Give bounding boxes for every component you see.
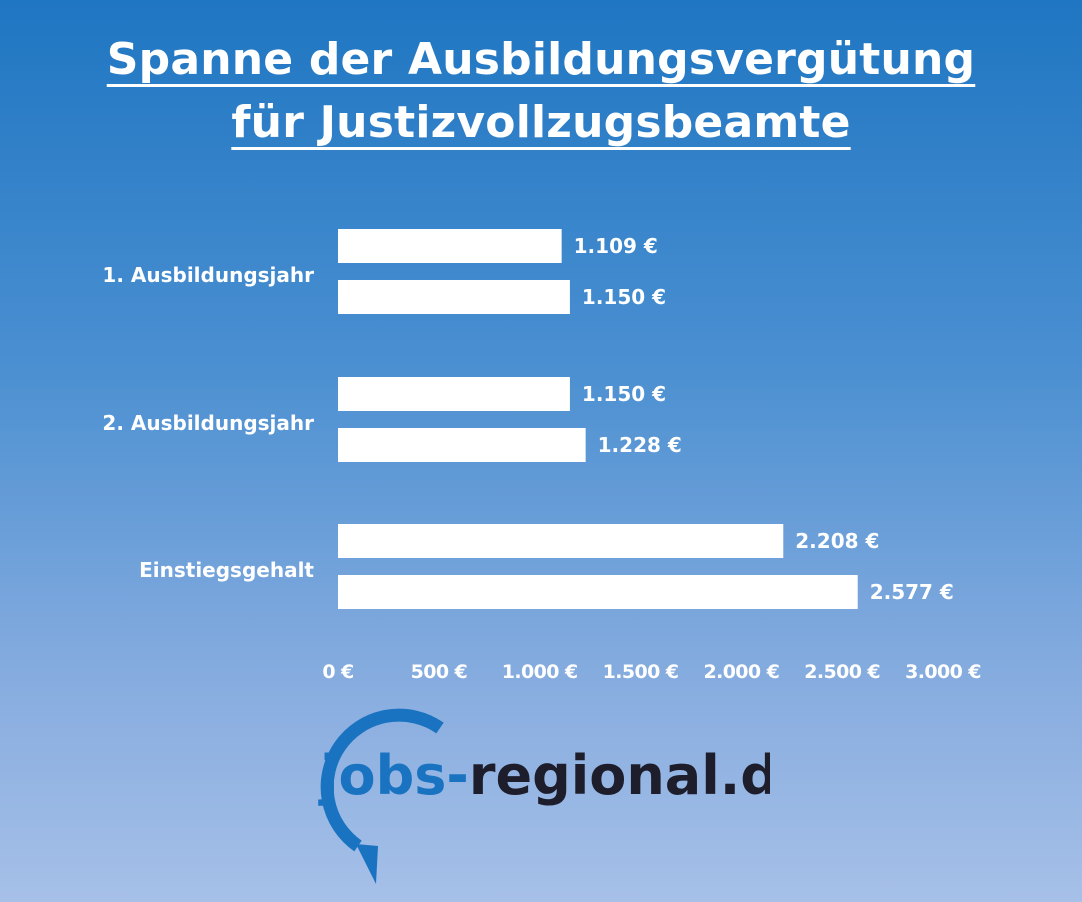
x-tick-label: 1.500 € [603,661,679,683]
bar [338,229,562,263]
x-tick-label: 1.000 € [502,661,578,683]
category-label: 1. Ausbildungsjahr [102,263,314,287]
category-label: Einstiegsgehalt [139,558,314,582]
data-label: 2.208 € [795,529,879,553]
bar [338,524,784,558]
jobs-regional-logo: jobs-regional.de [318,708,770,884]
bar [338,377,570,411]
data-label: 1.150 € [582,285,666,309]
logo-text-regional: regional.de [469,744,770,807]
svg-text:jobs-regional.de: jobs-regional.de [318,744,770,807]
data-label: 1.150 € [582,382,666,406]
x-tick-label: 0 € [322,661,353,683]
bar [338,575,858,609]
data-label: 1.228 € [598,433,682,457]
chart-title-line-1: Spanne der Ausbildungsvergütung [106,34,976,85]
map-pin-tip [356,844,378,884]
data-label: 2.577 € [870,580,954,604]
bar [338,428,586,462]
x-tick-label: 500 € [411,661,468,683]
data-label: 1.109 € [574,234,658,258]
bar [338,280,570,314]
chart-title-line-2: für Justizvollzugsbeamte [231,97,851,148]
x-tick-label: 2.000 € [703,661,779,683]
map-pin-icon [320,708,444,852]
category-label: 2. Ausbildungsjahr [102,411,314,435]
x-tick-label: 2.500 € [804,661,880,683]
x-tick-label: 3.000 € [905,661,981,683]
logo-text-jobs: jobs- [318,744,469,807]
